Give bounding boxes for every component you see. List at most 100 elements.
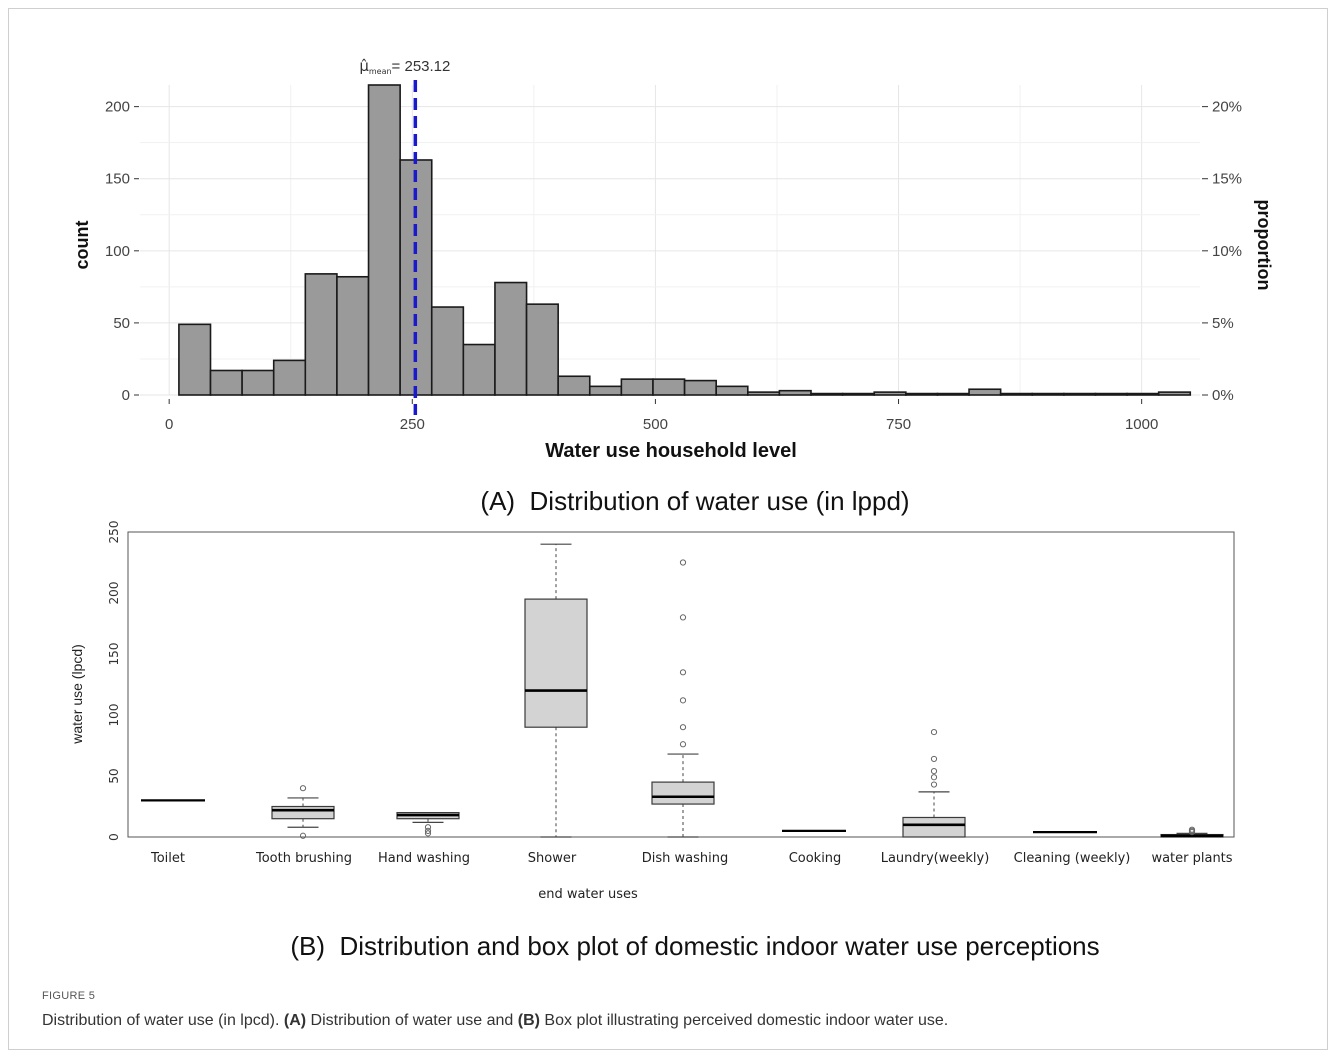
y-tick-label: 0 <box>107 833 121 841</box>
histogram-y-axis: 0 50 100 150 200 <box>105 99 139 404</box>
histogram-bar <box>1063 392 1097 396</box>
histogram-bar <box>936 392 970 396</box>
outlier-point <box>424 830 432 837</box>
histogram-bars <box>178 84 1192 396</box>
boxplot-x-axis: Toilet Tooth brushing Hand washing Shower Di… <box>150 851 1233 866</box>
histogram-x-axis: 0 250 500 750 1000 <box>165 399 1158 433</box>
category-label: Laundry(weekly) <box>881 851 990 866</box>
histogram-bar <box>746 391 781 396</box>
histogram-xlabel: Water use household level <box>545 440 797 462</box>
y2-tick-label: 0% <box>1212 387 1234 404</box>
box-iqr <box>902 816 966 838</box>
box-iqr <box>271 805 335 820</box>
histogram-subtitle: (A) Distribution of water use (in lppd) <box>480 486 909 516</box>
histogram-bar <box>272 359 307 396</box>
outlier-point <box>679 724 687 731</box>
y2-tick-label: 15% <box>1212 171 1242 188</box>
category-label: Hand washing <box>378 851 470 866</box>
box-group <box>651 559 715 838</box>
outlier-point <box>679 741 687 748</box>
box-group <box>524 543 588 838</box>
box-iqr <box>651 781 715 805</box>
histogram-bar <box>178 323 212 396</box>
histogram-y2label: proportion <box>1254 200 1274 291</box>
outlier-point <box>679 559 687 566</box>
outlier-point <box>930 755 938 763</box>
box-group <box>396 811 460 837</box>
caption-lead: Distribution of water use (in lpcd). <box>42 1012 284 1029</box>
figure-caption: Distribution of water use (in lpcd). (A)… <box>42 1012 948 1030</box>
histogram-bar <box>367 84 401 396</box>
histogram-bar <box>1094 392 1128 396</box>
histogram-bar <box>905 392 939 396</box>
histogram-bar <box>557 375 591 396</box>
histogram-bar <box>304 273 338 396</box>
histogram-bar <box>430 306 465 396</box>
histogram-bar <box>620 378 654 396</box>
histogram-bar <box>778 389 812 396</box>
boxplot-panel: 0 50 100 150 200 250 Toilet Tooth brushing Hand… <box>69 521 1235 961</box>
y-tick-label: 100 <box>107 704 121 727</box>
histogram-bar <box>652 378 686 396</box>
outlier-point <box>679 669 687 676</box>
y-tick-label: 150 <box>105 171 130 188</box>
y2-tick-label: 20% <box>1212 99 1242 116</box>
mean-label: μ̂mean= 253.12 <box>359 57 450 76</box>
y-tick-label: 100 <box>105 243 130 260</box>
y-tick-label: 50 <box>107 768 121 783</box>
caption-b-text: Box plot illustrating perceived domestic… <box>539 1012 949 1029</box>
outlier-point <box>424 827 432 835</box>
box-group <box>1160 826 1224 838</box>
histogram-bar <box>841 392 876 396</box>
histogram-bar <box>873 391 907 396</box>
figure-frame <box>8 8 1328 1050</box>
x-tick-label: 0 <box>165 416 173 433</box>
outlier-point <box>679 614 687 621</box>
boxplot-subtitle: (B) Distribution and box plot of domesti… <box>290 931 1099 961</box>
histogram-bar <box>1157 391 1192 396</box>
mean-marker: μ̂mean= 253.12 <box>359 57 450 415</box>
category-label: Cooking <box>789 851 842 866</box>
histogram-ylabel: count <box>72 221 92 270</box>
category-label: Cleaning (weekly) <box>1014 851 1131 866</box>
x-tick-label: 250 <box>400 416 425 433</box>
outlier-point <box>299 832 307 839</box>
histogram-bar <box>968 388 1002 396</box>
y-tick-label: 150 <box>107 643 121 666</box>
x-tick-label: 500 <box>643 416 668 433</box>
y-tick-label: 50 <box>113 315 130 332</box>
y-tick-label: 0 <box>122 387 130 404</box>
histogram-bar <box>241 369 275 396</box>
histogram-bar <box>525 303 559 396</box>
outlier-point <box>299 785 307 792</box>
histogram-bar <box>1031 392 1065 396</box>
boxplot-ylabel: water use (lpcd) <box>69 644 85 745</box>
outlier-point <box>930 774 938 781</box>
y-tick-label: 200 <box>105 99 130 116</box>
category-label: Tooth brushing <box>255 851 352 866</box>
histogram-bar <box>999 392 1034 396</box>
histogram-bar <box>715 385 749 396</box>
caption-a-text: Distribution of water use and <box>306 1012 518 1029</box>
boxplot-y-axis: 0 50 100 150 200 250 <box>107 521 121 841</box>
category-label: water plants <box>1151 851 1232 866</box>
outlier-point <box>930 728 938 736</box>
figure-label: FIGURE 5 <box>42 990 96 1002</box>
box-iqr <box>524 598 588 728</box>
histogram-bar <box>494 281 528 396</box>
histogram-bar <box>588 385 623 396</box>
caption-a-tag: (A) <box>283 1012 307 1029</box>
outlier-point <box>930 768 938 775</box>
x-tick-label: 750 <box>886 416 911 433</box>
box-group <box>271 785 335 839</box>
boxplot-xlabel: end water uses <box>538 887 638 902</box>
y-tick-label: 200 <box>107 582 121 605</box>
outlier-point <box>679 697 687 704</box>
histogram-bar <box>810 392 844 396</box>
histogram-panel: 0 50 100 150 200 0% 5% 10% 15% 20% 0 250 500 750 100… <box>72 57 1274 516</box>
category-label: Shower <box>528 851 577 866</box>
outlier-point <box>424 824 432 831</box>
boxplot-boxes <box>141 543 1224 839</box>
histogram-bar <box>462 343 496 396</box>
